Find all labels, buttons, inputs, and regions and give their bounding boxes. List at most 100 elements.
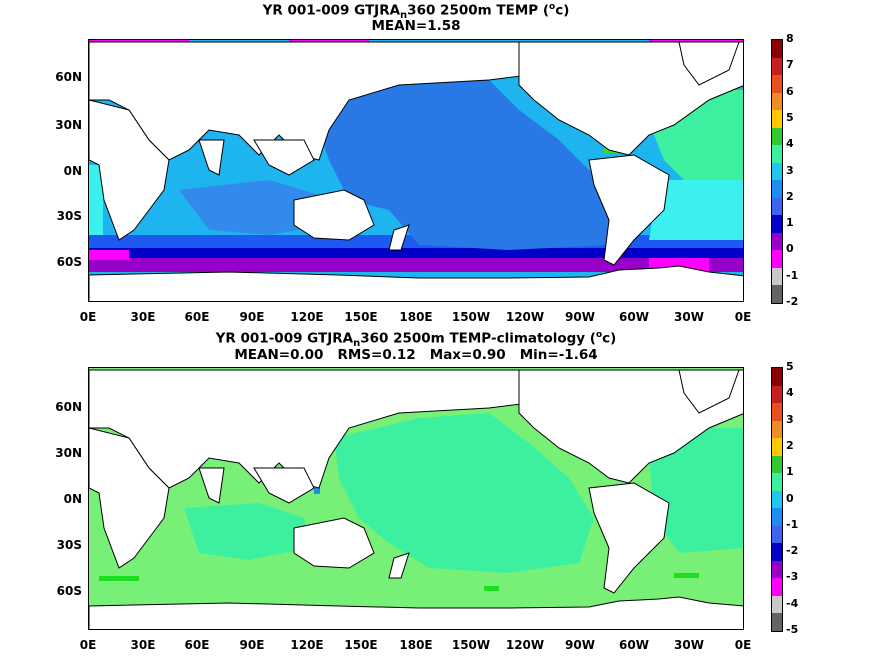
p2-se-asia [253, 467, 315, 504]
panel2-stats: MEAN=0.00 RMS=0.12 Max=0.90 Min=-1.64 [234, 347, 598, 363]
p2-lon-0e: 0E [79, 638, 97, 652]
p1-pacific-deep [319, 80, 619, 250]
p1-lon-60w: 60W [619, 310, 649, 324]
p2-lon-90e: 90E [239, 638, 265, 652]
panel2-title-main: YR 001-009 GTJRA [215, 330, 354, 347]
p1-antarctica [89, 265, 743, 301]
p1-australia [293, 189, 375, 241]
p1-se-asia [253, 139, 315, 176]
colorbar-tick-label: 3 [786, 412, 794, 426]
p2-lon-90w: 90W [565, 638, 595, 652]
panel2-title: YR 001-009 GTJRAn360 2500m TEMP-climatol… [88, 327, 744, 352]
p2-indian-aqua [184, 503, 309, 560]
colorbar-segment [772, 473, 782, 491]
colorbar-segment [772, 285, 782, 303]
colorbar-segment [772, 455, 782, 474]
p2-lon-150e: 150E [344, 638, 378, 652]
colorbar-segment [772, 40, 782, 58]
colorbar-segment [772, 232, 782, 251]
colorbar-segment [772, 75, 782, 93]
panel1-map-svg [89, 40, 743, 301]
p2-pacific-aqua [334, 413, 594, 573]
p2-lat-0n: 0N [63, 492, 82, 506]
panel2-title-subscript: n [353, 338, 361, 350]
p1-africa [89, 99, 170, 241]
panel2-title-unit: c) [602, 330, 617, 347]
colorbar-tick-label: -2 [786, 544, 799, 558]
p1-lon-0e: 0E [79, 310, 97, 324]
colorbar-segment [772, 57, 782, 76]
colorbar-segment [772, 197, 782, 216]
colorbar-segment [772, 162, 782, 181]
p1-lon-60e: 60E [184, 310, 210, 324]
p1-lon-180e: 180E [399, 310, 433, 324]
colorbar-tick-label: 4 [786, 137, 794, 151]
p2-lon-30w: 30W [674, 638, 704, 652]
colorbar-tick-label: 0 [786, 242, 794, 256]
p1-north-america [518, 41, 743, 156]
colorbar-segment [772, 508, 782, 526]
panel1-map [88, 39, 744, 302]
colorbar-tick-label: 1 [786, 465, 794, 479]
colorbar-tick-label: 3 [786, 163, 794, 177]
colorbar-segment [772, 525, 782, 544]
p2-lon-60e: 60E [184, 638, 210, 652]
p1-west-atlantic-strip [89, 165, 103, 235]
colorbar-segment [772, 560, 782, 579]
p1-lat-0n: 0N [63, 164, 82, 178]
p1-lat-30n: 30N [55, 118, 82, 132]
panel2-title-rest: 360 2500m TEMP-climatology ( [360, 330, 596, 347]
p1-lon-150w: 150W [451, 310, 491, 324]
p2-lon-0e-end: 0E [734, 638, 752, 652]
colorbar-segment [772, 490, 782, 509]
panel2-title-superscript: o [595, 330, 603, 340]
colorbar-tick-label: -1 [786, 268, 799, 282]
p2-lat-60n: 60N [55, 400, 82, 414]
colorbar-tick-label: 5 [786, 110, 794, 124]
p2-lon-60w: 60W [619, 638, 649, 652]
colorbar-tick-label: -1 [786, 517, 799, 531]
p1-lat-30s: 30S [56, 209, 82, 223]
p2-green-spot-3 [674, 573, 699, 578]
p2-lat-30n: 30N [55, 446, 82, 460]
colorbar-segment [772, 180, 782, 198]
panel1-title-subscript: n [400, 10, 408, 22]
colorbar-segment [772, 215, 782, 233]
p1-south-america [588, 154, 670, 266]
colorbar-segment [772, 543, 782, 561]
panel1-colorbar [771, 39, 783, 304]
panel2-colorbar [771, 367, 783, 632]
p1-lon-0e-end: 0E [734, 310, 752, 324]
panel1-title-unit: c) [555, 2, 570, 19]
p2-lon-150w: 150W [451, 638, 491, 652]
colorbar-tick-label: 7 [786, 58, 794, 72]
colorbar-tick-label: 1 [786, 216, 794, 230]
panel1-title: YR 001-009 GTJRAn360 2500m TEMP (oc) [88, 0, 744, 24]
p2-lon-30e: 30E [130, 638, 156, 652]
colorbar-tick-label: 2 [786, 189, 794, 203]
p2-antarctica [89, 596, 743, 629]
p2-africa [89, 427, 170, 569]
colorbar-tick-label: 0 [786, 491, 794, 505]
p2-india [198, 467, 225, 504]
colorbar-segment [772, 250, 782, 268]
colorbar-tick-label: 2 [786, 438, 794, 452]
colorbar-segment [772, 613, 782, 631]
p2-lat-30s: 30S [56, 538, 82, 552]
p1-new-zealand [388, 224, 410, 251]
p2-atlantic-aqua [649, 428, 743, 553]
colorbar-tick-label: 6 [786, 84, 794, 98]
colorbar-tick-label: 4 [786, 386, 794, 400]
p2-lat-60s: 60S [56, 584, 82, 598]
p1-lon-150e: 150E [344, 310, 378, 324]
colorbar-segment [772, 267, 782, 286]
p1-indian-deep [179, 180, 329, 235]
colorbar-tick-label: -4 [786, 596, 799, 610]
colorbar-segment [772, 438, 782, 456]
p1-lat-60n: 60N [55, 70, 82, 84]
colorbar-segment [772, 385, 782, 404]
colorbar-tick-label: -2 [786, 295, 799, 308]
p1-atlantic-cyan [649, 180, 743, 240]
p2-lon-120e: 120E [290, 638, 324, 652]
colorbar-segment [772, 127, 782, 146]
